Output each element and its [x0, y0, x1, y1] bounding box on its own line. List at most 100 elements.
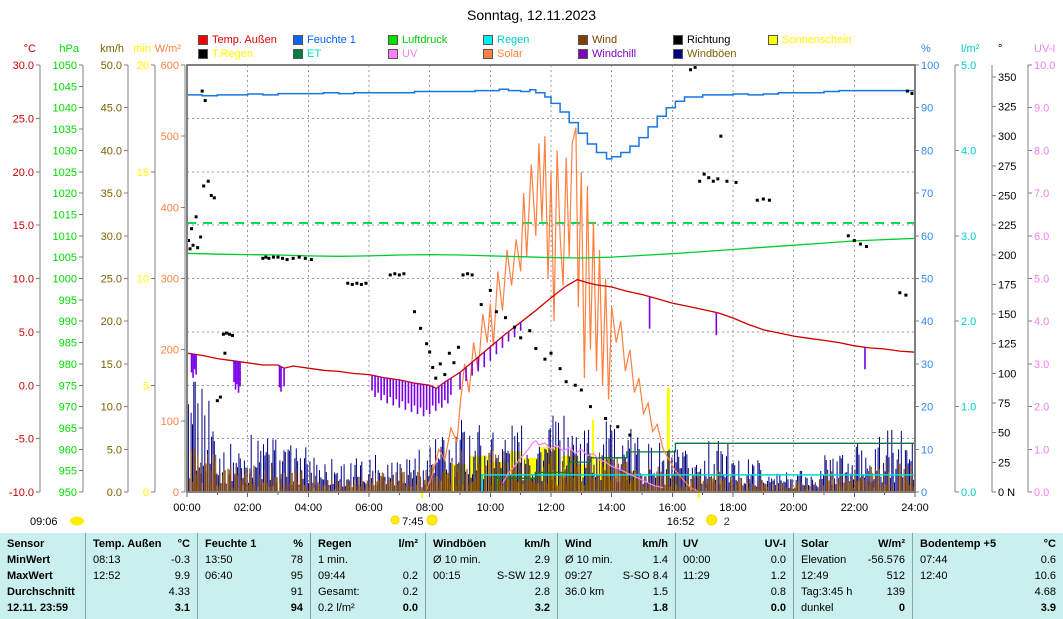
- legend-color-swatch: [293, 49, 303, 59]
- series-luftdruck: [186, 237, 916, 259]
- table-cell: Ø 10 min. 2.9: [433, 554, 550, 566]
- table-cell: 12:49 512: [801, 570, 905, 582]
- legend-item-windchill: Windchill: [578, 48, 636, 60]
- legend-item-regen: Regen: [483, 34, 529, 46]
- axis-tick-label: 1035: [53, 124, 77, 136]
- legend-label: Solar: [497, 48, 523, 60]
- axis-tick-label: 300: [161, 274, 179, 286]
- legend-label: Luftdruck: [402, 34, 448, 46]
- series-et: [484, 442, 915, 493]
- axis-unit-label: min: [133, 43, 151, 55]
- axis-tick-label: 30: [921, 359, 933, 371]
- series-windchill: [190, 296, 866, 417]
- legend-label: Windböen: [687, 48, 737, 60]
- table-cell: 1.8: [652, 602, 668, 614]
- axis-unit-label: UV-I: [1034, 43, 1055, 55]
- axis-tick-label: 20.0: [13, 167, 34, 179]
- legend-item-uv: UV: [388, 48, 417, 60]
- table-cell: 08:13 -0.3: [93, 554, 190, 566]
- axis-tick-label: 8.0: [1034, 145, 1049, 157]
- table-cell: 3.1: [174, 602, 190, 614]
- axis-tick-label: 200: [998, 250, 1016, 262]
- axis-windspeed: km/h 0.0 5.0 10.0 15.0 20.0 25.0 30.0 35.0 40.0 45…: [100, 43, 129, 499]
- axis-tick-label: 25.0: [13, 113, 34, 125]
- axis-tick-label: 5.0: [107, 444, 122, 456]
- legend-label: ET: [307, 48, 322, 60]
- legend-item-richtung: Richtung: [673, 34, 730, 46]
- table-cell: 12:52 9.9: [93, 570, 190, 582]
- legend-color-swatch: [673, 49, 683, 59]
- legend-label: Sonnenschein: [782, 34, 852, 46]
- legend-color-swatch: [578, 49, 588, 59]
- legend-color-swatch: [483, 49, 493, 59]
- axis-tick-label: 0: [143, 487, 149, 499]
- axis-tick-label: 10.0: [101, 402, 122, 414]
- legend-label: Wind: [592, 34, 618, 46]
- axis-tick-label: 5: [143, 380, 149, 392]
- axis-unit-label: km/h: [100, 43, 124, 55]
- table-header-cell: Bodentemp +5 °C: [920, 538, 1056, 550]
- x-tick-label: 14:00: [598, 502, 626, 514]
- table-header-cell: Temp. Außen °C: [93, 538, 190, 550]
- axis-tick-label: 200: [161, 345, 179, 357]
- legend-item-wind: Wind: [578, 34, 617, 46]
- table-cell: 00:00 0.0: [683, 554, 786, 566]
- axis-tick-label: 1010: [53, 231, 77, 243]
- x-tick-label: 18:00: [719, 502, 747, 514]
- axis-tick-label: 40.0: [101, 145, 122, 157]
- axis-tick-label: 0.0: [1034, 487, 1049, 499]
- sunset-extra: 2: [724, 516, 730, 528]
- series-richtung: [187, 65, 914, 437]
- table-cell: 94: [290, 602, 303, 614]
- axis-tick-label: 40: [921, 316, 933, 328]
- page-title: Sonntag, 12.11.2023: [467, 7, 596, 23]
- axis-tick-label: 45.0: [101, 103, 122, 115]
- legend-label: Temp. Außen: [212, 34, 277, 46]
- axis-tick-label: 1000: [53, 274, 77, 286]
- axis-tick-label: 100: [921, 60, 939, 72]
- axis-tick-label: 0.0: [19, 380, 34, 392]
- axis-tick-label: 100: [161, 416, 179, 428]
- legend-color-swatch: [388, 49, 398, 59]
- axis-tick-label: 990: [59, 316, 77, 328]
- legend-label: Richtung: [687, 34, 731, 46]
- axis-tick-label: 25.0: [101, 274, 122, 286]
- legend-item-windb-en: Windböen: [673, 48, 737, 60]
- axis-tick-label: 10.0: [13, 274, 34, 286]
- legend-color-swatch: [578, 35, 588, 45]
- table-header-cell: Regen l/m²: [318, 538, 418, 550]
- x-tick-label: 22:00: [841, 502, 869, 514]
- axis-tick-label: 10: [921, 444, 933, 456]
- axis-tick-label: 1050: [53, 60, 77, 72]
- table-column-uv: UV UV-I 00:00 0.0 11:29 1.2 0.8 0.0: [675, 533, 793, 619]
- axis-pressure: hPa 950 955 960 965 970 975 980 985 990 995 1000 100…: [53, 43, 84, 499]
- axis-tick-label: 955: [59, 466, 77, 478]
- axis-rain: l/m² 0.0 1.0 2.0 3.0 4.0 5.0: [954, 43, 980, 499]
- legend-color-swatch: [768, 35, 778, 45]
- gridlines: [187, 65, 915, 492]
- axis-unit-label: °C: [24, 43, 36, 55]
- axis-tick-label: 30.0: [101, 231, 122, 243]
- axis-unit-label: hPa: [59, 43, 79, 55]
- table-row-label: 12.11. 23:59: [7, 602, 69, 614]
- axis-tick-label: 15: [137, 167, 149, 179]
- axis-tick-label: 325: [998, 102, 1016, 114]
- series-feuchte: [187, 88, 915, 160]
- table-cell: 3.2: [534, 602, 550, 614]
- axis-tick-label: -10.0: [9, 487, 34, 499]
- x-tick-label: 10:00: [477, 502, 505, 514]
- x-tick-label: 00:00: [173, 502, 201, 514]
- table-cell: Ø 10 min. 1.4: [565, 554, 668, 566]
- axis-tick-label: 25: [998, 457, 1010, 469]
- axis-unit-label: W/m²: [155, 43, 182, 55]
- table-cell: 12:40 10.6: [920, 570, 1056, 582]
- axis-tick-label: -5.0: [15, 434, 34, 446]
- table-cell: 09:44 0.2: [318, 570, 418, 582]
- axis-tick-label: 965: [59, 423, 77, 435]
- table-cell: 00:15 S-SW 12.9: [433, 570, 550, 582]
- table-cell: 07:44 0.6: [920, 554, 1056, 566]
- axis-tick-label: 400: [161, 202, 179, 214]
- table-cell: 09:27 S-SO 8.4: [565, 570, 668, 582]
- plot-border: [186, 64, 916, 493]
- legend-label: Feuchte 1: [307, 34, 356, 46]
